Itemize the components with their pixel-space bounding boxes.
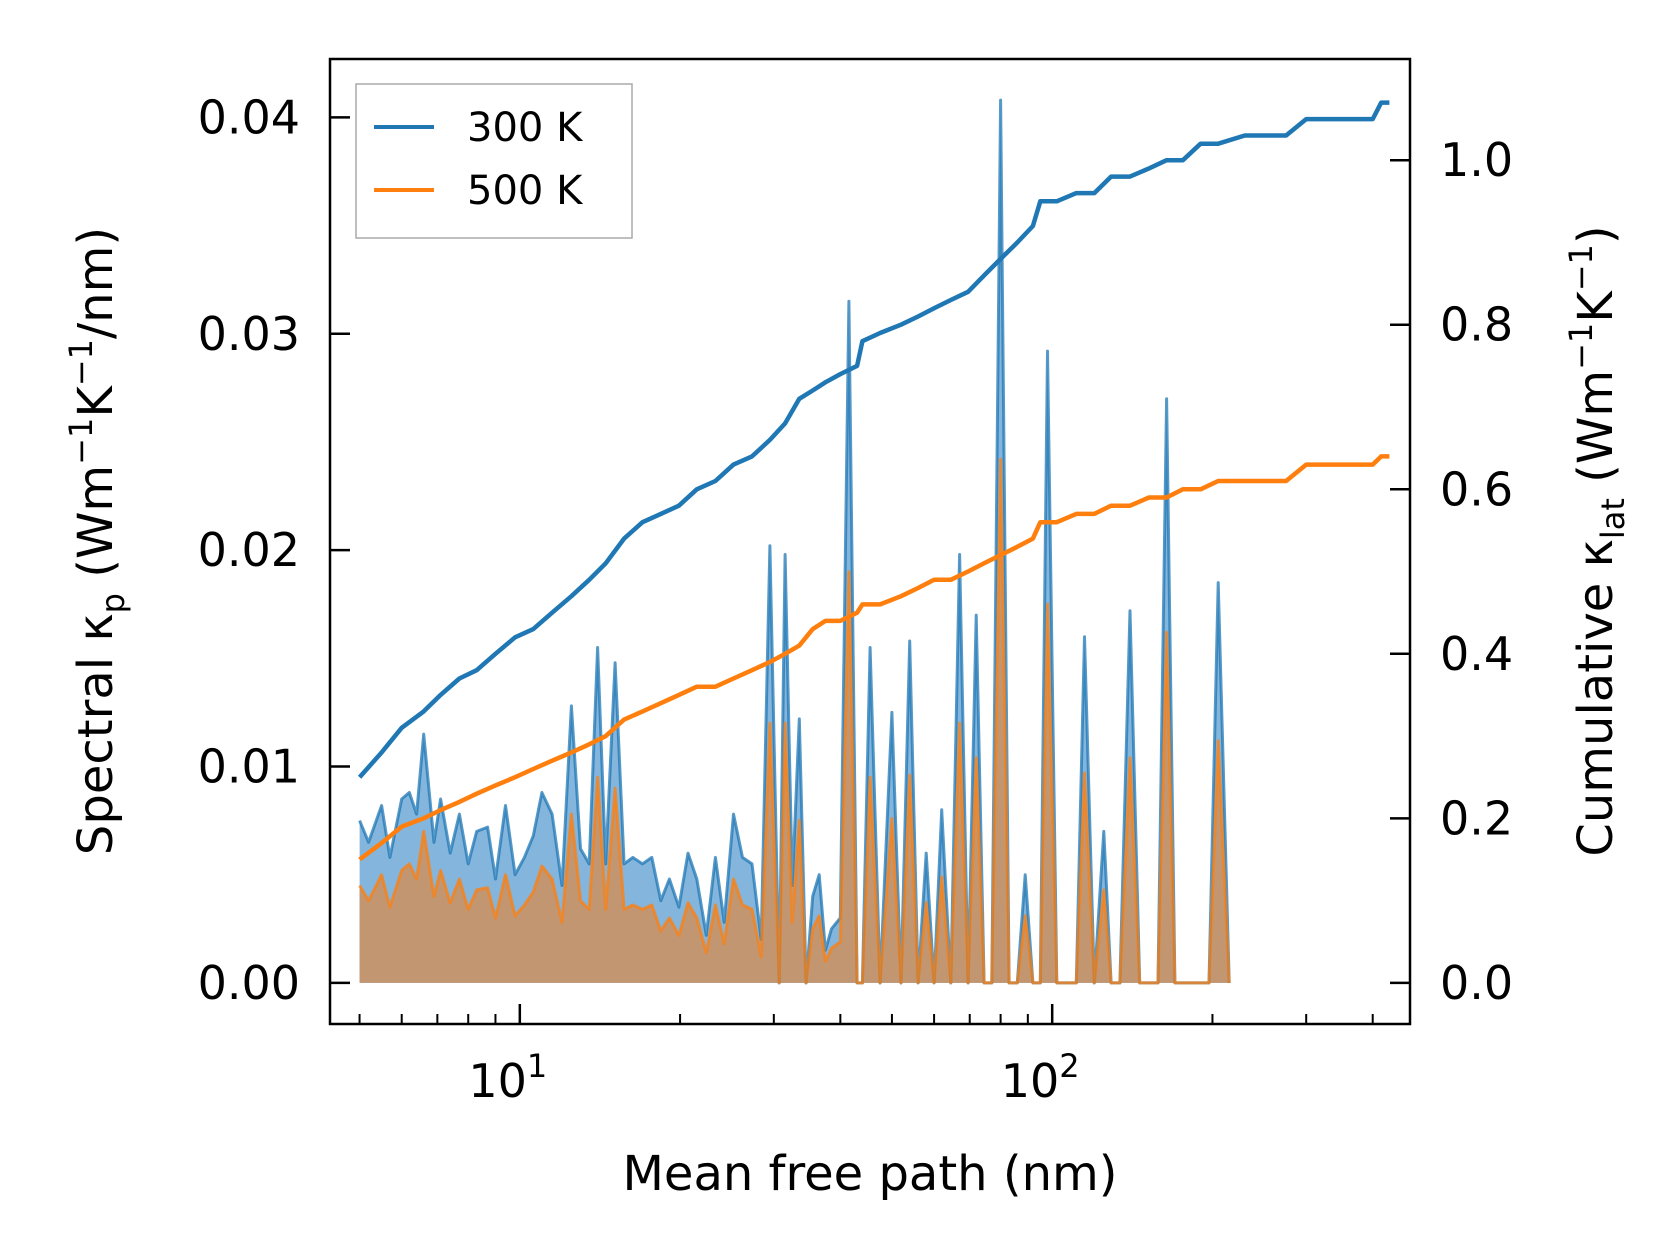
- left-axis: 0.00 0.01 0.02 0.03 0.04: [198, 90, 350, 1010]
- left-axis-title: Spectral κp (Wm−1K−1/nm): [62, 227, 132, 855]
- left-tick-label: 0.02: [198, 523, 300, 577]
- right-tick-label: 0.8: [1440, 298, 1513, 352]
- x-tick-label: 101: [468, 1047, 547, 1108]
- spectral-line-500k: [358, 457, 1231, 985]
- legend-box: [355, 83, 633, 239]
- cumulative-line-300k: [357, 100, 1390, 779]
- right-axis: 0.0 0.2 0.4 0.6 0.8 1.0: [1390, 133, 1513, 1010]
- cumulative-line-500k: [358, 454, 1390, 862]
- spectral-lines: [358, 98, 1231, 985]
- legend-label-300k: 300 K: [467, 105, 584, 151]
- x-axis-title: Mean free path (nm): [623, 1146, 1118, 1202]
- right-tick-label: 1.0: [1440, 133, 1513, 187]
- legend: 300 K 500 K: [355, 83, 633, 239]
- right-tick-label: 0.4: [1440, 627, 1513, 681]
- x-tick-label: 102: [1001, 1047, 1080, 1108]
- left-tick-label: 0.03: [198, 307, 300, 361]
- spectral-fill-500k: [359, 459, 1230, 983]
- left-tick-label: 0.01: [198, 740, 300, 794]
- cumulative-lines: [357, 100, 1390, 862]
- right-axis-title: Cumulative κlat (Wm−1K−1): [1562, 225, 1632, 856]
- plot-frame: [328, 57, 1412, 1026]
- x-axis: 101 102: [358, 1004, 1374, 1108]
- legend-label-500k: 500 K: [467, 168, 584, 214]
- left-tick-label: 0.04: [198, 90, 300, 144]
- right-tick-label: 0.2: [1440, 791, 1513, 845]
- right-tick-label: 0.6: [1440, 462, 1513, 516]
- left-tick-label: 0.00: [198, 956, 300, 1010]
- right-tick-label: 0.0: [1440, 956, 1513, 1010]
